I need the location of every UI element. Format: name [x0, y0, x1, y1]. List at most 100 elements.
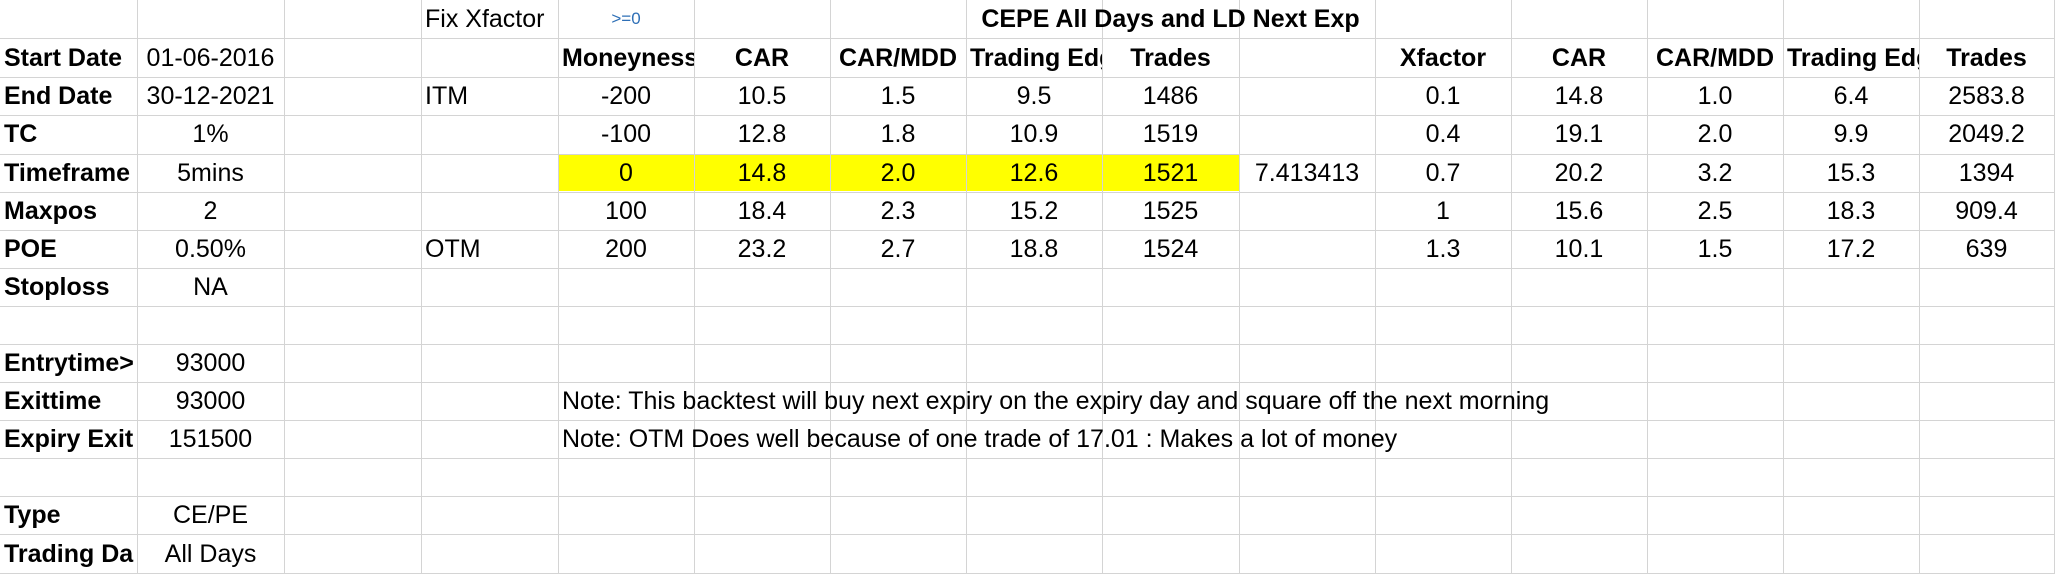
table-cell[interactable]: -100: [600, 120, 652, 148]
table-cell[interactable]: 0.4: [1425, 120, 1461, 148]
table-cell[interactable]: 20.2: [1554, 159, 1604, 187]
right-header-xfactor[interactable]: Xfactor: [1399, 44, 1487, 72]
side-value[interactable]: 7.413413: [1254, 159, 1360, 187]
table-cell[interactable]: 1521: [1142, 159, 1199, 187]
note-1[interactable]: Note: This backtest will buy next expiry…: [562, 387, 1550, 415]
row-tag-otm[interactable]: OTM: [425, 235, 481, 263]
table-cell[interactable]: 15.3: [1826, 159, 1876, 187]
table-cell[interactable]: 1.3: [1425, 235, 1461, 263]
table-cell[interactable]: 2.5: [1697, 197, 1733, 225]
table-cell[interactable]: 1.5: [880, 82, 916, 110]
table-cell[interactable]: 200: [605, 235, 647, 263]
left-header-moneyness[interactable]: Moneyness: [562, 44, 694, 72]
table-cell[interactable]: 18.3: [1826, 197, 1876, 225]
param-value-maxpos[interactable]: 2: [203, 197, 218, 225]
right-header-car-mdd[interactable]: CAR/MDD: [1655, 44, 1775, 72]
table-cell[interactable]: 9.9: [1833, 120, 1869, 148]
table-cell[interactable]: -200: [600, 82, 652, 110]
table-cell[interactable]: 100: [605, 197, 647, 225]
table-cell[interactable]: 17.2: [1826, 235, 1876, 263]
table-cell[interactable]: 2.0: [1697, 120, 1733, 148]
table-cell[interactable]: 2049.2: [1948, 120, 2025, 148]
table-cell[interactable]: 9.5: [1016, 82, 1052, 110]
table-cell[interactable]: 19.1: [1554, 120, 1604, 148]
table-cell[interactable]: 14.8: [737, 159, 787, 187]
table-cell[interactable]: 639: [1965, 235, 2008, 263]
table-cell[interactable]: 1524: [1142, 235, 1199, 263]
column-divider: [1783, 0, 1784, 574]
fix-xfactor-label[interactable]: Fix Xfactor: [425, 5, 545, 33]
param-value-end-date[interactable]: 30-12-2021: [146, 82, 275, 110]
param-value-poe[interactable]: 0.50%: [175, 235, 246, 263]
param-label-start-date[interactable]: Start Date: [4, 44, 123, 72]
param-label-exittime[interactable]: Exittime: [4, 387, 102, 415]
table-cell[interactable]: 1525: [1142, 197, 1199, 225]
table-cell[interactable]: 2.7: [880, 235, 916, 263]
table-cell[interactable]: 10.1: [1554, 235, 1604, 263]
table-cell[interactable]: 0.7: [1425, 159, 1461, 187]
param-label-expiry-exit[interactable]: Expiry Exit: [4, 425, 134, 453]
table-cell[interactable]: 1.0: [1697, 82, 1733, 110]
table-cell[interactable]: 10.9: [1009, 120, 1059, 148]
table-cell[interactable]: 2.0: [880, 159, 916, 187]
table-cell[interactable]: 1: [1436, 197, 1450, 225]
table-cell[interactable]: 909.4: [1955, 197, 2018, 225]
right-header-trading-edge[interactable]: Trading Edge: [1787, 44, 1919, 72]
table-cell[interactable]: 12.6: [1009, 159, 1059, 187]
table-cell[interactable]: 0.1: [1425, 82, 1461, 110]
param-label-entrytime[interactable]: Entrytime>: [4, 349, 134, 377]
table-cell[interactable]: 1519: [1142, 120, 1199, 148]
table-cell[interactable]: 12.8: [737, 120, 787, 148]
param-value-exittime[interactable]: 93000: [175, 387, 246, 415]
param-label-poe[interactable]: POE: [4, 235, 57, 263]
row-divider: [0, 344, 2055, 345]
param-value-stoploss[interactable]: NA: [193, 273, 228, 301]
right-header-trades[interactable]: Trades: [1946, 44, 2027, 72]
table-cell[interactable]: 10.5: [737, 82, 787, 110]
sheet-title[interactable]: CEPE All Days and LD Next Exp: [981, 5, 1360, 33]
table-cell[interactable]: 14.8: [1554, 82, 1604, 110]
note-2[interactable]: Note: OTM Does well because of one trade…: [562, 425, 1398, 453]
param-label-maxpos[interactable]: Maxpos: [4, 197, 98, 225]
table-cell[interactable]: 15.6: [1554, 197, 1604, 225]
param-value-expiry-exit[interactable]: 151500: [168, 425, 253, 453]
table-cell[interactable]: 0: [619, 159, 633, 187]
table-cell[interactable]: 1.5: [1697, 235, 1733, 263]
left-header-car-mdd[interactable]: CAR/MDD: [838, 44, 958, 72]
table-cell[interactable]: 18.4: [737, 197, 787, 225]
param-label-timeframe[interactable]: Timeframe: [4, 159, 130, 187]
param-value-trading-days[interactable]: All Days: [164, 540, 257, 568]
left-header-trades[interactable]: Trades: [1130, 44, 1211, 72]
param-label-tc[interactable]: TC: [4, 120, 38, 148]
left-header-trading-edge[interactable]: Trading Edge: [970, 44, 1102, 72]
column-divider: [558, 0, 559, 574]
column-divider: [421, 0, 422, 574]
param-label-stoploss[interactable]: Stoploss: [4, 273, 110, 301]
table-cell[interactable]: 15.2: [1009, 197, 1059, 225]
fix-xfactor-value[interactable]: >=0: [611, 9, 641, 28]
left-header-car[interactable]: CAR: [734, 44, 790, 72]
table-cell[interactable]: 1486: [1142, 82, 1199, 110]
param-value-type[interactable]: CE/PE: [172, 501, 249, 529]
table-cell[interactable]: 18.8: [1009, 235, 1059, 263]
param-label-trading-days[interactable]: Trading Da: [4, 540, 134, 568]
column-divider: [1647, 0, 1648, 574]
param-value-entrytime[interactable]: 93000: [175, 349, 246, 377]
row-divider: [0, 230, 2055, 231]
param-value-timeframe[interactable]: 5mins: [177, 159, 244, 187]
right-header-car[interactable]: CAR: [1551, 44, 1607, 72]
table-cell[interactable]: 2583.8: [1948, 82, 2025, 110]
table-cell[interactable]: 3.2: [1697, 159, 1733, 187]
table-cell[interactable]: 2.3: [880, 197, 916, 225]
row-divider: [0, 268, 2055, 269]
table-cell[interactable]: 6.4: [1833, 82, 1869, 110]
table-cell[interactable]: 1.8: [880, 120, 916, 148]
table-cell[interactable]: 1394: [1958, 159, 2015, 187]
table-cell[interactable]: 23.2: [737, 235, 787, 263]
param-label-type[interactable]: Type: [4, 501, 61, 529]
param-value-tc[interactable]: 1%: [192, 120, 229, 148]
param-label-end-date[interactable]: End Date: [4, 82, 113, 110]
param-value-start-date[interactable]: 01-06-2016: [146, 44, 275, 72]
column-divider: [1511, 0, 1512, 574]
row-tag-itm[interactable]: ITM: [425, 82, 469, 110]
